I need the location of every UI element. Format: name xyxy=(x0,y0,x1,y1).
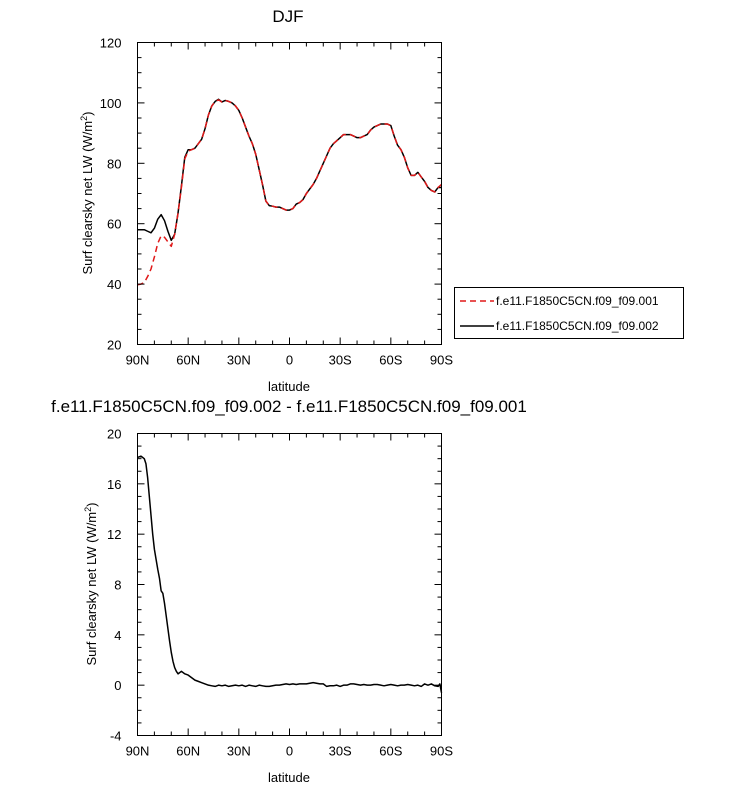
x-tick-label: 30S xyxy=(329,353,352,368)
x-tick-label: 90N xyxy=(126,744,150,759)
y-tick-label: 120 xyxy=(100,36,122,51)
y-tick-label: 20 xyxy=(107,338,121,353)
x-tick-label: 30N xyxy=(227,353,251,368)
difference-chart-title: f.e11.F1850C5CN.f09_f09.002 - f.e11.F185… xyxy=(51,397,527,416)
x-tick-label: 60S xyxy=(379,353,402,368)
bottom-panel: f.e11.F1850C5CN.f09_f09.002 - f.e11.F185… xyxy=(51,397,527,785)
x-axis-label: latitude xyxy=(268,379,310,394)
y-axis-label: Surf clearsky net LW (W/m2) xyxy=(79,112,95,275)
series-line-1 xyxy=(137,455,443,693)
x-tick-label: 60N xyxy=(176,744,200,759)
legend-box xyxy=(454,287,684,339)
series-line-2 xyxy=(137,98,442,242)
y-tick-label: 12 xyxy=(107,527,121,542)
x-tick-label: 60S xyxy=(379,744,402,759)
y-tick-label: 4 xyxy=(114,628,121,643)
y-tick-label: 100 xyxy=(100,96,122,111)
x-tick-label: 60N xyxy=(176,353,200,368)
x-tick-label: 90S xyxy=(430,744,453,759)
x-tick-label: 0 xyxy=(286,744,293,759)
y-axis-label-bottom: Surf clearsky net LW (W/m2) xyxy=(83,503,99,666)
x-tick-label: 90S xyxy=(430,353,453,368)
x-tick-label: 30S xyxy=(329,744,352,759)
series-line-1 xyxy=(137,99,442,286)
top-panel: DJF 90N 60N 30N 0 30S 60S 90S 20 40 60 80 100 120 la… xyxy=(79,7,684,394)
y-tick-label: 16 xyxy=(107,477,121,492)
plot-frame-bottom xyxy=(137,433,442,736)
x-tick-label: 30N xyxy=(227,744,251,759)
y-tick-label: -4 xyxy=(110,729,122,744)
x-axis-label-bottom: latitude xyxy=(268,770,310,785)
y-tick-label: 20 xyxy=(107,427,121,442)
y-tick-label: 0 xyxy=(114,678,121,693)
chart-title: DJF xyxy=(272,7,303,26)
legend: f.e11.F1850C5CN.f09_f09.001 f.e11.F1850C… xyxy=(454,287,684,339)
y-tick-label: 40 xyxy=(107,277,121,292)
legend-label-series-1: f.e11.F1850C5CN.f09_f09.001 xyxy=(496,294,659,308)
y-tick-label: 60 xyxy=(107,217,121,232)
y-tick-label: 80 xyxy=(107,156,121,171)
x-tick-label: 0 xyxy=(286,353,293,368)
x-tick-label: 90N xyxy=(126,353,150,368)
legend-label-series-2: f.e11.F1850C5CN.f09_f09.002 xyxy=(496,319,659,333)
y-tick-label: 8 xyxy=(114,578,121,593)
plot-frame xyxy=(137,42,442,345)
